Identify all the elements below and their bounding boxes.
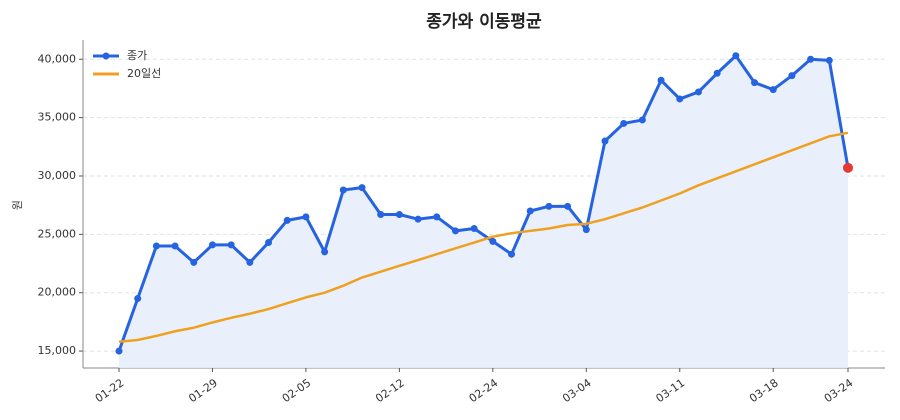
legend-label: 20일선: [127, 66, 161, 80]
y-axis-label: 원: [11, 200, 24, 210]
point: [526, 207, 534, 215]
point: [377, 211, 385, 219]
point: [208, 241, 216, 249]
y-tick-label: 35,000: [38, 111, 77, 124]
point: [321, 248, 329, 256]
point: [265, 239, 273, 247]
point: [171, 242, 179, 250]
legend-label: 종가: [127, 49, 147, 62]
point: [732, 52, 740, 60]
x-tick-label: 03-11: [654, 376, 688, 405]
point: [825, 56, 833, 64]
point: [508, 250, 516, 258]
point: [657, 76, 665, 84]
last-point: [843, 162, 853, 173]
point: [601, 137, 609, 145]
point: [358, 184, 366, 192]
point: [414, 215, 422, 223]
point: [751, 79, 759, 87]
line: [117, 54, 850, 352]
point: [489, 237, 497, 245]
y-tick-label: 15,000: [38, 344, 77, 357]
point: [676, 95, 684, 103]
point: [134, 295, 142, 303]
x-tick-label: 03-24: [822, 376, 856, 405]
point: [395, 211, 403, 219]
point: [713, 69, 721, 77]
point: [152, 242, 160, 250]
y-tick-label: 40,000: [38, 52, 77, 65]
point: [564, 202, 572, 210]
point: [620, 119, 628, 127]
y-tick-label: 30,000: [38, 169, 77, 182]
x-tick-label: 03-04: [560, 376, 594, 405]
point: [545, 202, 553, 210]
chart-title: 종가와 이동평균: [426, 12, 542, 32]
point: [433, 213, 441, 221]
point: [190, 258, 198, 266]
x-tick-label: 02-05: [280, 376, 314, 405]
point: [115, 347, 123, 355]
point: [788, 72, 796, 80]
x-tick-label: 02-12: [373, 376, 407, 405]
y-tick-label: 25,000: [38, 227, 77, 240]
point: [694, 88, 702, 96]
point: [451, 227, 459, 235]
x-tick-label: 01-22: [93, 376, 127, 405]
legend-marker: [102, 52, 110, 60]
point: [638, 116, 646, 124]
point: [339, 186, 347, 194]
x-tick-label: 02-24: [467, 376, 501, 405]
point: [246, 258, 254, 266]
x-tick-label: 03-18: [747, 376, 781, 405]
point: [582, 226, 590, 234]
y-tick-label: 20,000: [38, 286, 77, 299]
point: [470, 225, 478, 233]
area: [119, 55, 848, 369]
point: [227, 241, 235, 249]
point: [769, 86, 777, 94]
point: [807, 55, 815, 63]
line: [118, 131, 849, 343]
x-tick-label: 01-29: [186, 376, 220, 405]
point: [302, 213, 310, 221]
point: [283, 216, 291, 224]
